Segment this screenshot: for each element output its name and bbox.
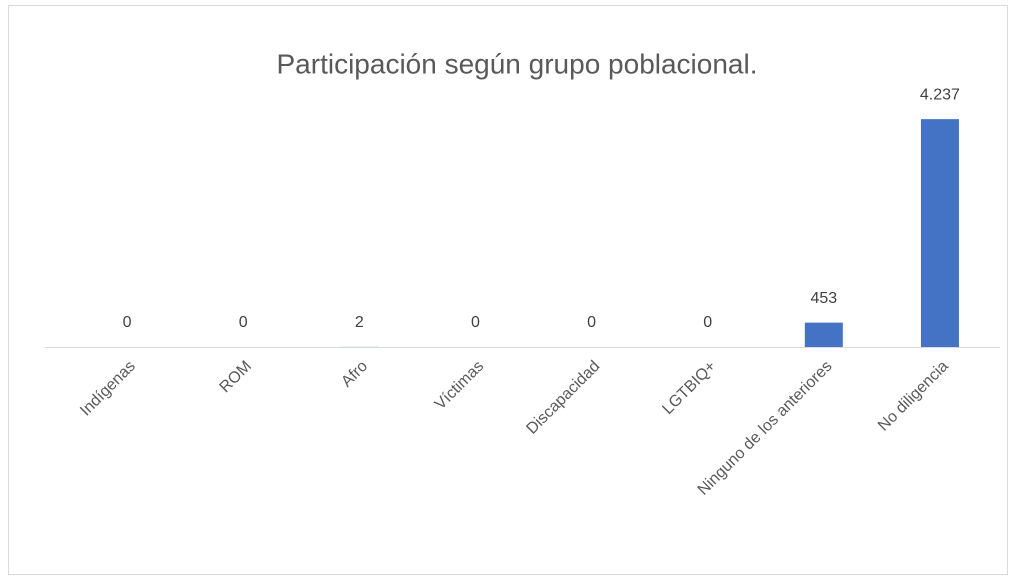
data-label: 0 — [471, 314, 480, 331]
bar — [804, 322, 843, 347]
data-label: 0 — [239, 314, 248, 331]
chart-title: Participación según grupo poblacional. — [277, 48, 758, 79]
data-label: 2 — [355, 314, 364, 331]
data-label: 453 — [810, 290, 837, 307]
bar — [920, 119, 959, 347]
data-label: 0 — [587, 314, 596, 331]
chart-border — [8, 5, 1008, 575]
data-label: 4.237 — [920, 86, 960, 103]
data-label: 0 — [703, 314, 712, 331]
data-label: 0 — [123, 314, 132, 331]
